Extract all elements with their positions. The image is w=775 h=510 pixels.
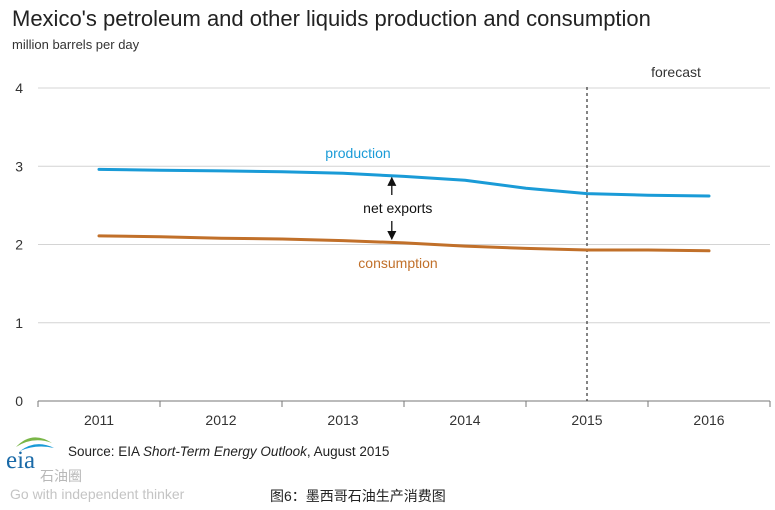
y-tick-label: 4	[15, 80, 23, 96]
x-tick-label: 2012	[205, 412, 236, 428]
figure-caption: 图6：墨西哥石油生产消费图	[270, 488, 446, 504]
y-tick-label: 0	[15, 393, 23, 409]
source-suffix: , August 2015	[306, 444, 390, 459]
watermark-brand: 石油圈	[40, 468, 82, 484]
chart-title: Mexico's petroleum and other liquids pro…	[12, 6, 651, 31]
net-exports-label: net exports	[363, 200, 432, 216]
eia-logo-swoosh-green	[16, 437, 52, 447]
series-label-production: production	[325, 145, 390, 161]
eia-logo: eia	[6, 437, 54, 472]
source-note: Source: EIA Short-Term Energy Outlook, A…	[68, 444, 389, 459]
y-tick-label: 3	[15, 158, 23, 174]
watermark-slogan: Go with independent thinker	[10, 486, 185, 502]
series-label-consumption: consumption	[358, 255, 437, 271]
x-tick-label: 2011	[84, 412, 114, 428]
eia-logo-text: eia	[6, 447, 35, 472]
chart-subtitle: million barrels per day	[12, 37, 140, 52]
source-prefix: Source: EIA	[68, 444, 144, 459]
x-tick-label: 2013	[327, 412, 358, 428]
forecast-label: forecast	[651, 64, 701, 80]
series-line-consumption	[97, 234, 711, 253]
x-tick-label: 2016	[693, 412, 724, 428]
y-tick-label: 2	[15, 237, 23, 253]
x-tick-label: 2014	[449, 412, 480, 428]
source-title: Short-Term Energy Outlook	[143, 444, 307, 459]
eia-logo-swoosh-blue	[20, 444, 54, 451]
y-tick-label: 1	[15, 315, 23, 331]
line-chart: 0 1 2 3 4 2011 2012 2013 2014 2015 2016 forecast pro…	[15, 64, 771, 428]
x-tick-label: 2015	[571, 412, 602, 428]
series-line-production	[97, 167, 711, 198]
